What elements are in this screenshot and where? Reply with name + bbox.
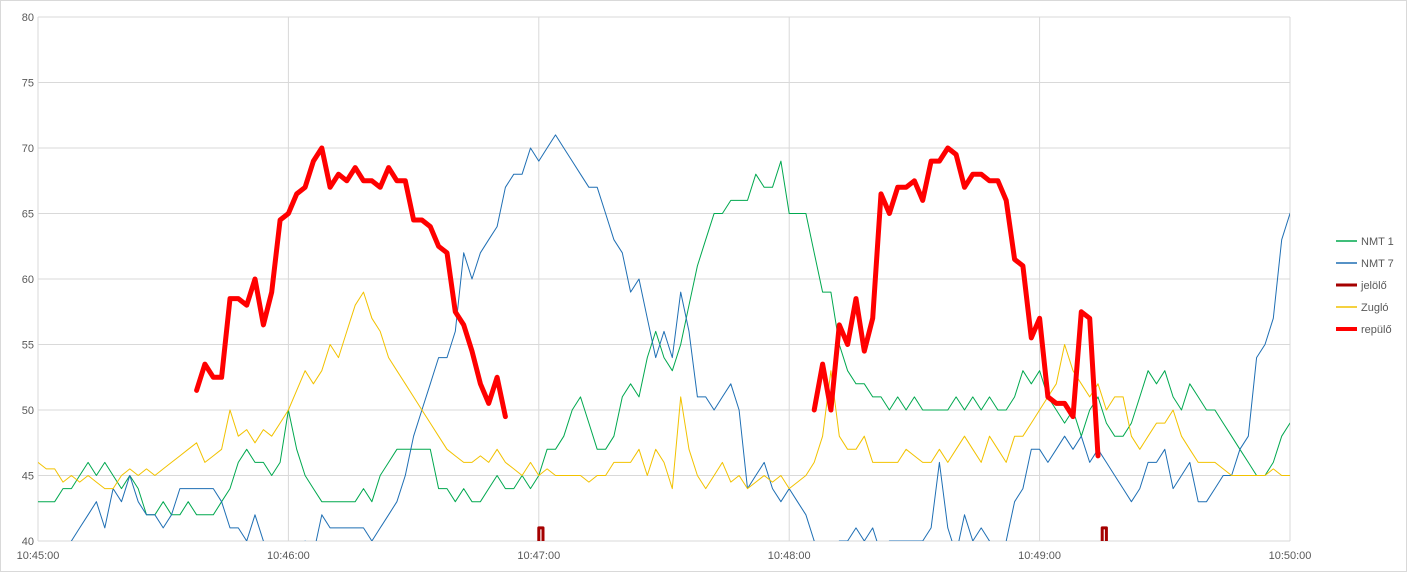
y-tick-label: 70 [22, 143, 34, 155]
gridlines [37, 16, 1291, 542]
x-tick-label: 10:45:00 [17, 550, 60, 562]
series-line-rep-l- [194, 145, 508, 420]
y-tick-label: 50 [22, 405, 34, 417]
legend-label: jelölő [1360, 280, 1387, 292]
y-tick-label: 80 [22, 12, 34, 24]
series-line-zugl- [38, 291, 1290, 490]
y-tick-label: 55 [22, 340, 34, 352]
y-tick-label: 45 [22, 471, 34, 483]
y-axis-ticks: 40 45 50 55 60 65 70 75 80 [22, 12, 34, 548]
series-line-rep-l- [811, 145, 1101, 459]
x-tick-label: 10:46:00 [267, 550, 310, 562]
y-tick-label: 65 [22, 209, 34, 221]
series-line-nmt-1 [38, 160, 1290, 516]
x-axis-ticks: 10:45:00 10:46:00 10:47:00 10:48:00 10:49:00… [17, 550, 1312, 562]
x-tick-label: 10:49:00 [1018, 550, 1061, 562]
y-tick-label: 60 [22, 274, 34, 286]
x-tick-label: 10:50:00 [1269, 550, 1312, 562]
series-line-jel-l- [1100, 526, 1108, 541]
series-line-jel-l- [537, 526, 545, 541]
series-lines [38, 134, 1290, 541]
legend-label: NMT 7 [1361, 258, 1394, 270]
legend-label: repülő [1361, 324, 1392, 336]
series-line-nmt-7 [70, 134, 1290, 541]
y-tick-label: 75 [22, 78, 34, 90]
chart-legend: NMT 1 NMT 7 jelölő Zugló repülő [1336, 236, 1394, 336]
y-tick-label: 40 [22, 536, 34, 548]
legend-label: Zugló [1361, 302, 1389, 314]
legend-label: NMT 1 [1361, 236, 1394, 248]
x-tick-label: 10:48:00 [768, 550, 811, 562]
x-tick-label: 10:47:00 [517, 550, 560, 562]
